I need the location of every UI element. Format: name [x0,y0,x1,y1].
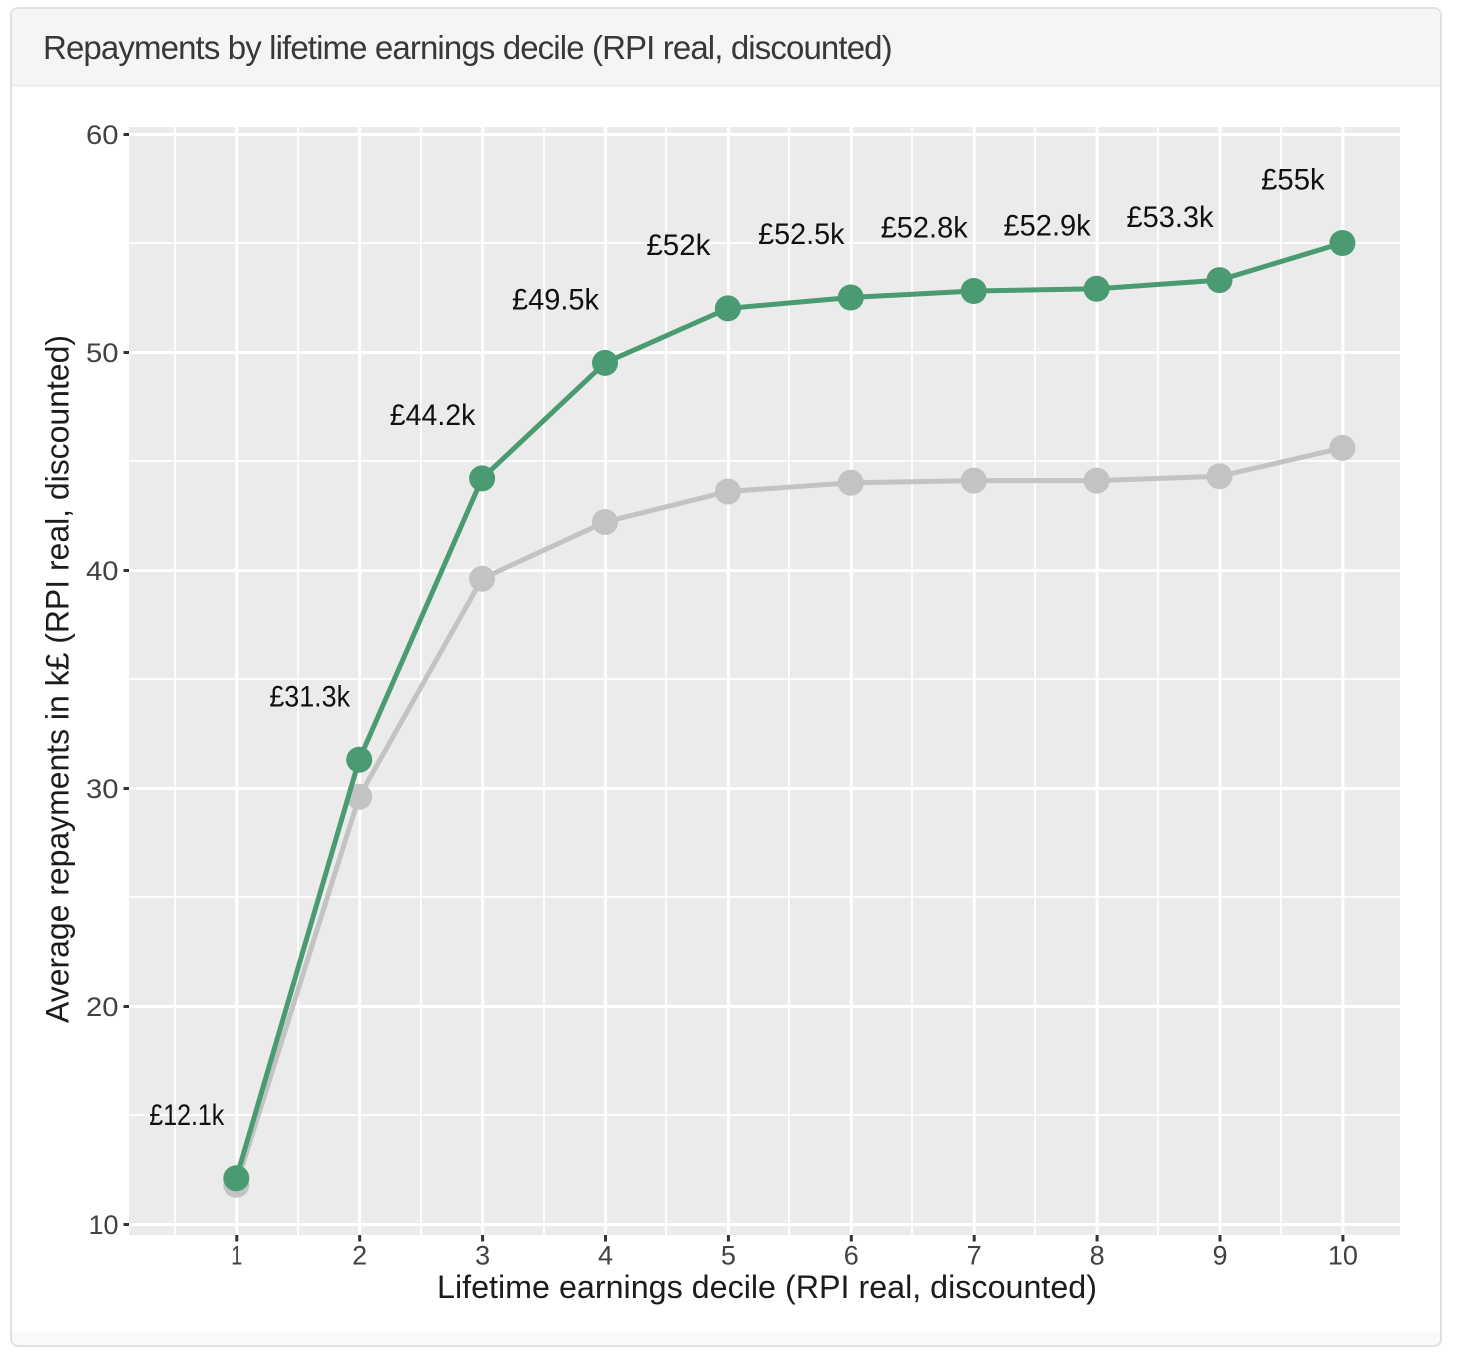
svg-text:9: 9 [1212,1241,1227,1271]
svg-text:Lifetime earnings decile (RPI: Lifetime earnings decile (RPI real, disc… [437,1269,1097,1305]
svg-text:£52k: £52k [646,229,711,262]
svg-text:5: 5 [721,1241,736,1271]
svg-text:£31.3k: £31.3k [269,680,351,713]
svg-text:£12.1k: £12.1k [149,1099,225,1132]
svg-text:3: 3 [475,1241,490,1271]
svg-text:£52.9k: £52.9k [1004,210,1092,243]
svg-text:2: 2 [352,1241,367,1271]
svg-text:40: 40 [86,556,119,586]
svg-text:7: 7 [967,1241,982,1271]
svg-text:£55k: £55k [1261,164,1325,197]
svg-text:30: 30 [86,774,119,804]
svg-text:6: 6 [844,1241,859,1271]
svg-text:£44.2k: £44.2k [390,399,477,432]
svg-text:50: 50 [86,338,119,368]
svg-text:10: 10 [1328,1241,1358,1271]
svg-text:10: 10 [88,1210,118,1240]
svg-text:£49.5k: £49.5k [512,284,600,317]
svg-text:20: 20 [86,992,119,1022]
svg-text:£52.8k: £52.8k [881,212,969,245]
svg-text:60: 60 [86,120,119,150]
svg-text:1: 1 [231,1241,242,1271]
svg-text:4: 4 [598,1241,613,1271]
svg-text:£52.5k: £52.5k [758,218,845,251]
svg-text:8: 8 [1090,1241,1105,1271]
svg-text:£53.3k: £53.3k [1127,201,1215,234]
svg-text:Average repayments in k£ (RPI: Average repayments in k£ (RPI real, disc… [40,335,76,1023]
